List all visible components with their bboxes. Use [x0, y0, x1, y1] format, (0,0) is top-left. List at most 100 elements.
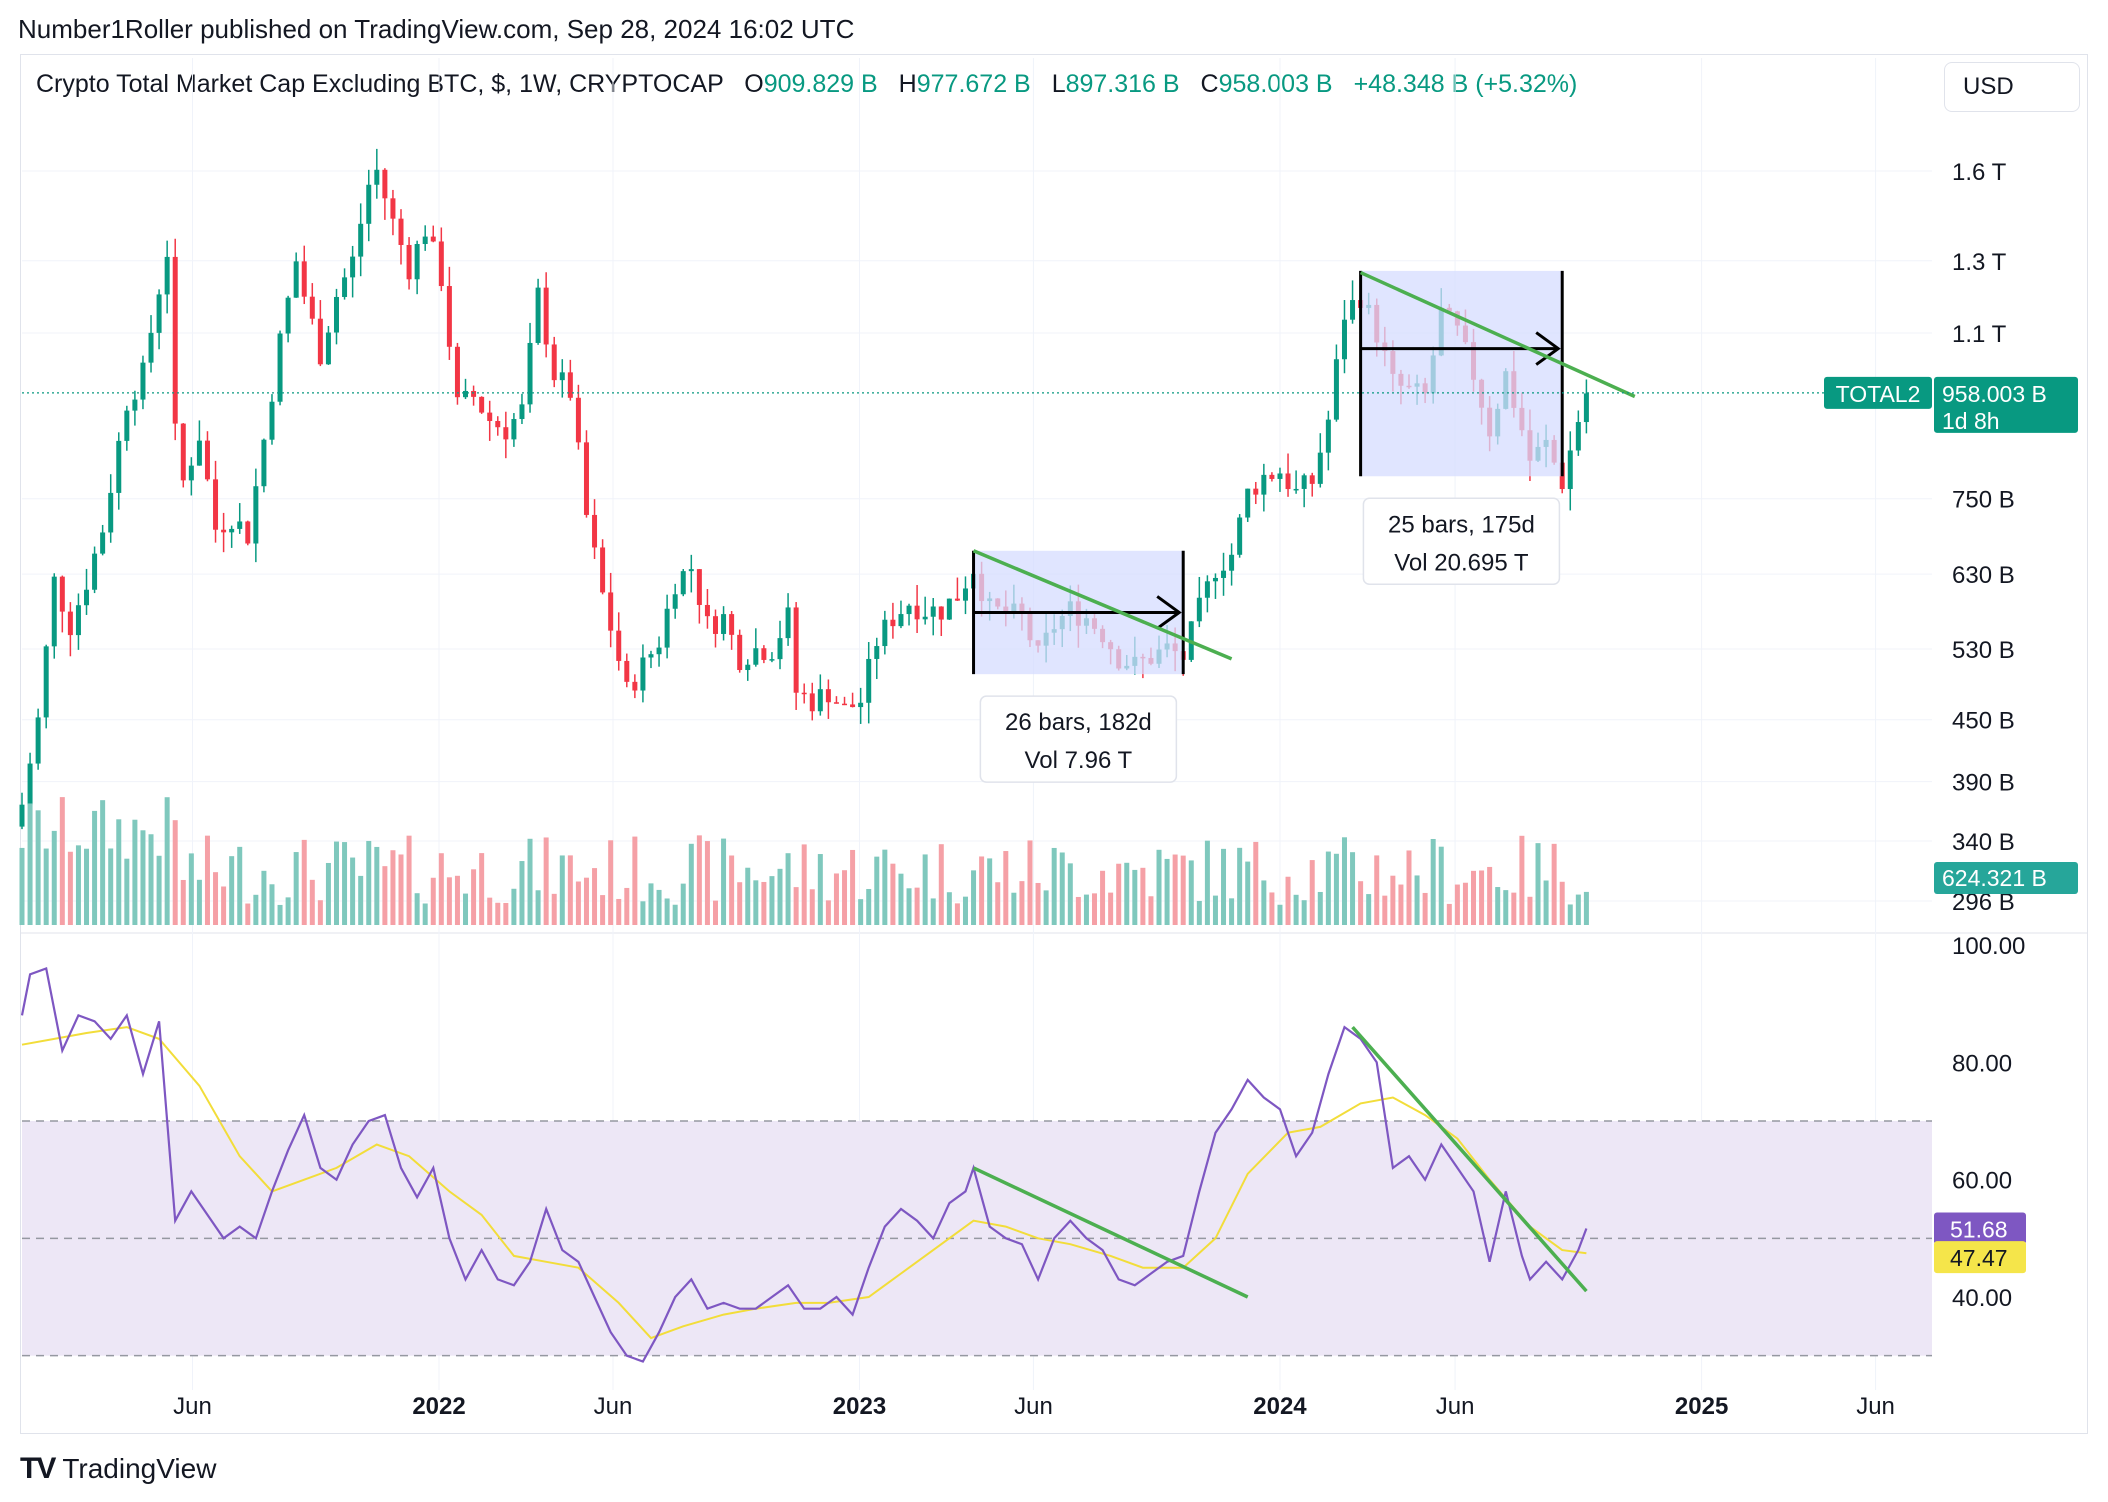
volume-bar: [1358, 881, 1364, 925]
chart-frame: [20, 54, 2088, 1434]
candle-body: [817, 689, 823, 712]
candle-body: [277, 333, 283, 402]
time-tick-label: Jun: [1856, 1393, 1895, 1420]
candle-body: [559, 372, 565, 381]
low-value: 897.316 B: [1065, 70, 1180, 98]
candle-body: [543, 287, 549, 345]
volume-bar: [245, 903, 251, 925]
candle-body: [132, 399, 138, 411]
candle-body: [938, 606, 944, 620]
candle-body: [769, 659, 775, 661]
volume-bar: [67, 851, 73, 925]
volume-bar: [930, 898, 936, 925]
volume-bar: [1543, 880, 1549, 925]
volume-label: 624.321 B: [1942, 865, 2047, 891]
candle-body: [874, 646, 880, 659]
symbol-legend: Crypto Total Market Cap Excluding BTC, $…: [36, 70, 1577, 99]
volume-bar: [1374, 855, 1380, 925]
candle-body: [1325, 419, 1331, 453]
candle-body: [1575, 422, 1581, 451]
volume-bar: [567, 855, 573, 925]
volume-bar: [922, 854, 928, 925]
volume-bar: [987, 858, 993, 925]
volume-bar: [1221, 848, 1227, 925]
candle-body: [333, 296, 339, 333]
candle-body: [35, 717, 41, 764]
candle-body: [511, 419, 517, 440]
candle-body: [946, 598, 952, 620]
volume-bar: [785, 853, 791, 925]
volume-bar: [1156, 849, 1162, 925]
volume-bar: [1237, 847, 1243, 925]
time-tick-label: 2025: [1675, 1393, 1728, 1420]
candle-body: [962, 588, 968, 601]
volume-bar: [1583, 891, 1589, 925]
candle-body: [422, 236, 428, 245]
candle-body: [358, 223, 364, 257]
volume-bar: [309, 879, 315, 925]
candle-body: [406, 244, 412, 280]
date-range-bars-label: 25 bars, 175d: [1388, 511, 1535, 538]
volume-bar: [833, 873, 839, 925]
candle-body: [245, 521, 251, 544]
volume-bar: [1366, 894, 1372, 925]
rsi-ma-line: [21, 1026, 1587, 1340]
candle-body: [503, 427, 509, 440]
volume-bar: [519, 861, 525, 925]
date-range-vol-label: Vol 7.96 T: [1025, 747, 1133, 774]
volume-bar: [1382, 895, 1388, 925]
volume-bar: [688, 843, 694, 925]
candle-body: [680, 571, 686, 595]
volume-bar: [866, 888, 872, 925]
volume-bar: [374, 846, 380, 925]
volume-bar: [84, 848, 90, 925]
candle-body: [745, 664, 751, 671]
candle-body: [842, 703, 848, 706]
high-label: H: [898, 70, 917, 98]
footer-brand[interactable]: TV TradingView: [20, 1452, 216, 1486]
volume-bar: [1519, 835, 1525, 925]
candle-body: [116, 440, 122, 493]
volume-bar: [92, 810, 98, 925]
candle-body: [793, 607, 799, 693]
volume-bar: [1446, 903, 1452, 925]
volume-bar: [1035, 882, 1041, 925]
volume-bar: [1108, 892, 1114, 925]
candle-body: [753, 648, 759, 665]
price-tick-label: 530 B: [1952, 637, 2015, 664]
candle-body: [761, 648, 767, 660]
candle-body: [1212, 577, 1218, 582]
date-range-vol-label: Vol 20.695 T: [1394, 549, 1529, 576]
candle-body: [495, 421, 501, 428]
candle-body: [124, 410, 130, 441]
candle-body: [640, 657, 646, 691]
volume-bar: [1551, 843, 1557, 925]
volume-bar: [1285, 876, 1291, 925]
candle-body: [1293, 488, 1299, 491]
candle-body: [1285, 473, 1291, 490]
volume-bar: [406, 835, 412, 925]
currency-button[interactable]: USD: [1944, 62, 2080, 112]
volume-bar: [1140, 867, 1146, 925]
volume-bar: [979, 856, 985, 925]
volume-bar: [511, 888, 517, 925]
candle-body: [454, 346, 460, 398]
candle-body: [438, 241, 444, 287]
candle-body: [172, 256, 178, 424]
volume-bar: [1269, 892, 1275, 925]
candle-body: [648, 654, 654, 658]
candle-body: [882, 619, 888, 647]
volume-bar: [704, 841, 710, 925]
candle-body: [1350, 300, 1356, 320]
open-label: O: [744, 70, 764, 98]
symbol-title[interactable]: Crypto Total Market Cap Excluding BTC, $…: [36, 70, 724, 98]
candle-body: [890, 619, 896, 627]
candle-body: [196, 440, 202, 466]
candle-body: [1333, 359, 1339, 420]
candle-body: [261, 439, 267, 487]
volume-bar: [575, 881, 581, 925]
candle-body: [624, 660, 630, 682]
candle-body: [1341, 319, 1347, 360]
candle-body: [325, 332, 331, 365]
